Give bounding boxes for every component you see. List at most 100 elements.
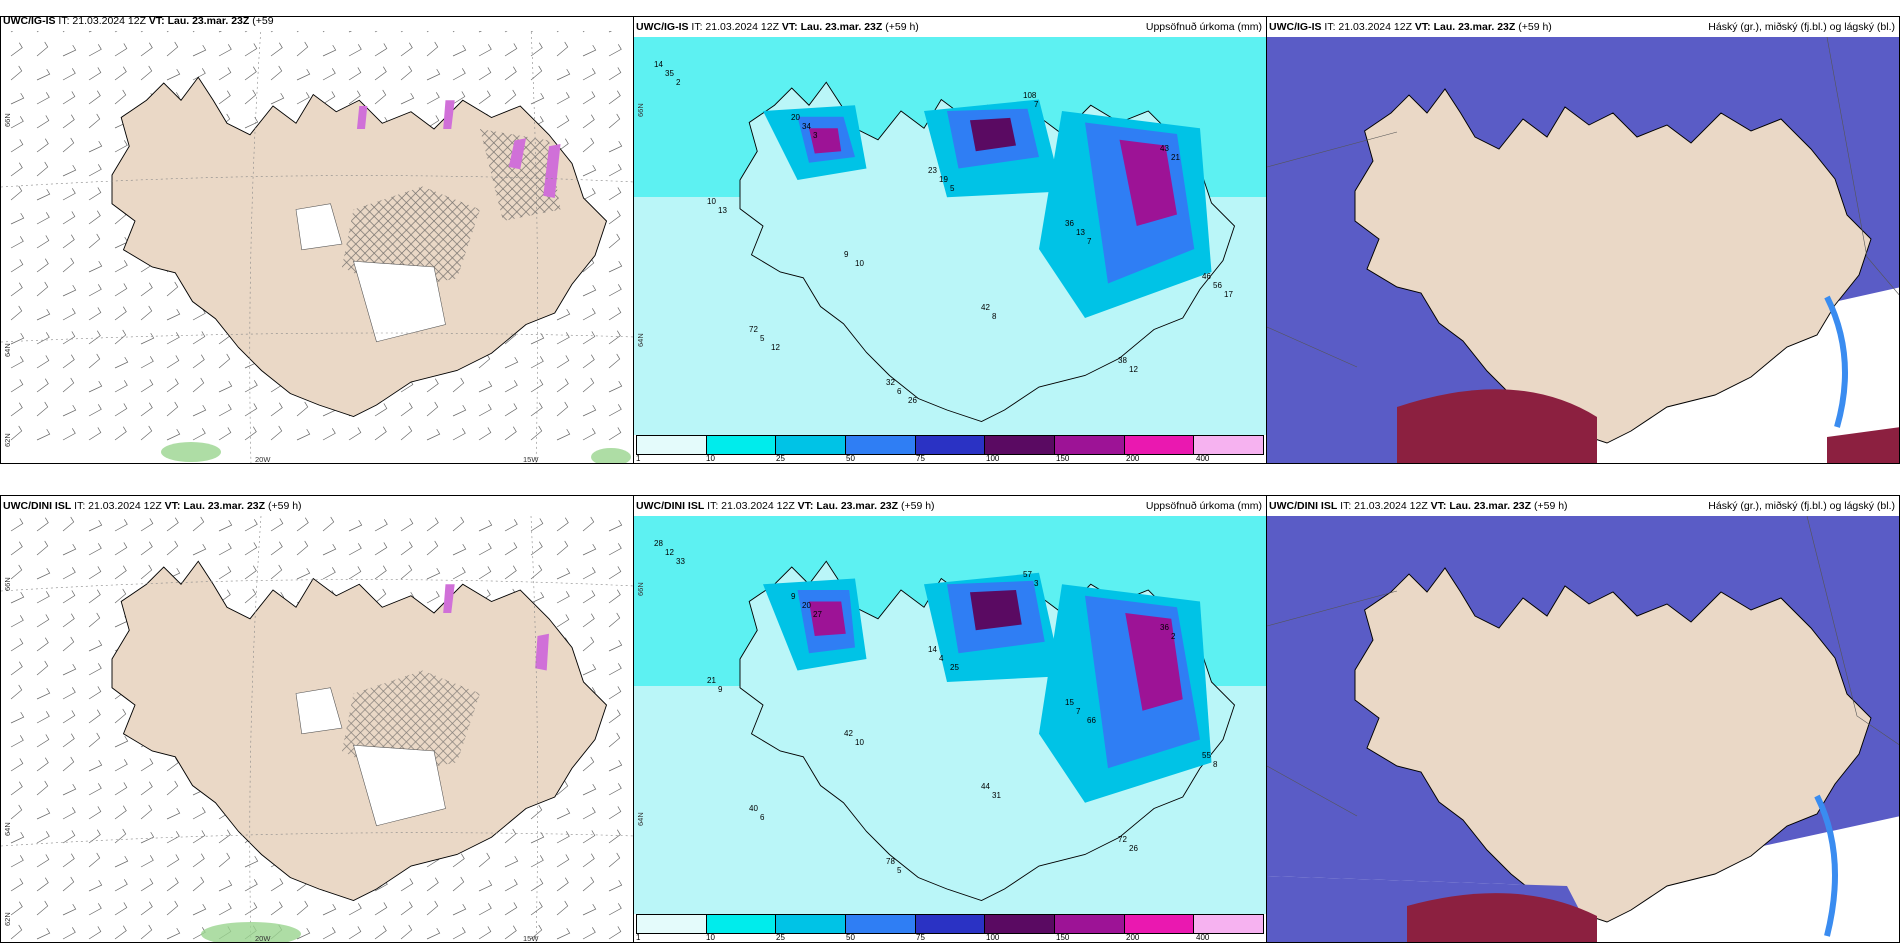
wind-barb-icon bbox=[218, 519, 233, 532]
precip-value-label: 78 bbox=[886, 857, 895, 866]
colorbar-swatch bbox=[706, 915, 777, 933]
colorbar-tick-label: 1 bbox=[636, 933, 641, 942]
wind-barb-icon bbox=[608, 330, 621, 345]
wind-barb-icon bbox=[10, 735, 24, 748]
wind-barb-icon bbox=[608, 879, 623, 892]
wind-barb-icon bbox=[608, 353, 621, 369]
wind-barb-icon bbox=[10, 116, 24, 129]
wind-barb-icon bbox=[166, 540, 179, 556]
wind-barb-icon bbox=[62, 188, 76, 201]
wind-barb-icon bbox=[582, 903, 597, 916]
wind-barb-icon bbox=[452, 903, 467, 916]
precip-value-label: 14 bbox=[654, 60, 663, 69]
wind-barb-icon bbox=[270, 402, 283, 417]
wind-barb-icon bbox=[582, 853, 595, 868]
wind-barb-icon bbox=[62, 876, 75, 892]
precip-value-label: 32 bbox=[886, 378, 895, 387]
wind-barb-icon bbox=[530, 564, 543, 580]
colorbar-swatch bbox=[1055, 436, 1125, 454]
wind-barb-icon bbox=[608, 113, 621, 129]
colorbar-tick-label: 150 bbox=[1056, 454, 1070, 463]
precip-value-label: 108 bbox=[1023, 91, 1037, 100]
precip-value-label: 36 bbox=[1160, 623, 1169, 632]
wind-barb-icon bbox=[374, 902, 388, 916]
wind-barb-icon bbox=[36, 188, 51, 201]
wind-barb-icon bbox=[218, 852, 231, 868]
wind-barb-icon bbox=[192, 44, 207, 57]
wind-barb-icon bbox=[452, 876, 465, 892]
wind-barb-icon bbox=[88, 612, 101, 628]
wind-barb-icon bbox=[582, 164, 597, 177]
wind-barb-icon bbox=[62, 354, 75, 369]
wind-barb-icon bbox=[114, 805, 127, 820]
wind-barb-icon bbox=[400, 924, 413, 940]
precip-value-label: 13 bbox=[718, 206, 727, 215]
wind-barb-icon bbox=[140, 332, 155, 345]
wind-barb-icon bbox=[556, 540, 569, 556]
wind-barb-icon bbox=[322, 903, 337, 916]
wind-barb-icon bbox=[218, 829, 231, 844]
wind-barb-icon bbox=[88, 543, 102, 556]
precip-value-label: 6 bbox=[897, 387, 902, 396]
wind-barb-icon bbox=[504, 519, 518, 532]
wind-barb-icon bbox=[140, 901, 153, 916]
wind-barb-icon bbox=[478, 543, 492, 556]
wind-barb-icon bbox=[140, 282, 153, 297]
wind-barb-icon bbox=[10, 804, 23, 820]
wind-barb-icon bbox=[114, 426, 127, 441]
wind-barb-icon bbox=[270, 901, 283, 916]
precip-value-label: 5 bbox=[897, 866, 902, 875]
wind-barb-icon bbox=[166, 877, 179, 892]
precip-value-label: 8 bbox=[992, 312, 997, 321]
wind-barb-icon bbox=[504, 565, 517, 580]
wind-barb-icon bbox=[36, 757, 49, 772]
wind-barb-icon bbox=[478, 44, 492, 57]
wind-barb-icon bbox=[452, 428, 466, 441]
wind-barb-icon bbox=[322, 927, 336, 940]
wind-barb-icon bbox=[426, 877, 439, 892]
wind-barb-icon bbox=[114, 380, 128, 393]
wind-barb-icon bbox=[166, 900, 179, 916]
wind-barb-icon bbox=[62, 830, 76, 844]
wind-barb-icon bbox=[62, 91, 76, 105]
top-cloud-panel: UWC/IG-IS IT: 21.03.2024 12Z VT: Lau. 23… bbox=[1266, 16, 1900, 464]
wind-barb-icon bbox=[582, 876, 595, 892]
wind-barb-icon bbox=[10, 711, 25, 724]
wind-barb-icon bbox=[530, 379, 544, 393]
colorbar-tick-label: 75 bbox=[916, 454, 925, 463]
wind-barb-icon bbox=[218, 404, 232, 417]
wind-barb-icon bbox=[218, 903, 232, 916]
wind-barb-icon bbox=[192, 903, 207, 916]
wind-barb-icon bbox=[582, 636, 595, 652]
wind-barb-icon bbox=[452, 68, 466, 81]
wind-barb-icon bbox=[88, 67, 102, 81]
wind-barb-icon bbox=[374, 43, 388, 57]
wind-barb-icon bbox=[478, 566, 492, 580]
wind-barb-icon bbox=[348, 67, 362, 81]
wind-barb-icon bbox=[296, 68, 311, 81]
wind-barb-icon bbox=[114, 403, 128, 417]
wind-barb-icon bbox=[556, 92, 570, 105]
precip-values: 2891415554078573621424472122047865329103… bbox=[654, 539, 1218, 875]
wind-barb-icon bbox=[426, 540, 439, 556]
wind-barb-icon bbox=[166, 281, 179, 297]
wind-barb-icon bbox=[10, 541, 23, 556]
wind-barb-icon bbox=[62, 114, 75, 129]
wind-barb-icon bbox=[426, 428, 441, 441]
wind-barb-icon bbox=[582, 567, 596, 580]
wind-barb-icon bbox=[426, 517, 439, 532]
precip-value-label: 9 bbox=[718, 685, 723, 694]
top-wind-lat-label-62n: 62N bbox=[3, 433, 12, 447]
wind-barb-icon bbox=[608, 903, 622, 916]
wind-barb-icon bbox=[62, 807, 76, 820]
wind-barb-icon bbox=[62, 756, 75, 772]
wind-barb-icon bbox=[452, 516, 465, 532]
wind-barb-icon bbox=[10, 185, 23, 201]
wind-barb-icon bbox=[296, 567, 311, 580]
wind-barb-icon bbox=[166, 401, 179, 417]
wind-barb-icon bbox=[218, 879, 233, 892]
wind-barb-icon bbox=[114, 89, 127, 105]
wind-barb-icon bbox=[36, 567, 51, 580]
wind-barb-icon bbox=[582, 308, 596, 321]
wind-barb-icon bbox=[114, 43, 128, 57]
